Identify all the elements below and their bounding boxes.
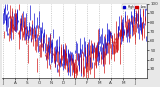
Legend: High, Low: High, Low — [122, 4, 147, 9]
